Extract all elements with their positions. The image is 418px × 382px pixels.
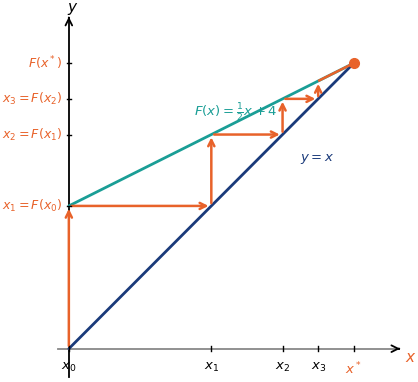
Text: $x_2$: $x_2$ [275, 361, 290, 374]
Text: $x_3 = F(x_2)$: $x_3 = F(x_2)$ [2, 91, 62, 107]
Text: $F(x) = \frac{1}{2}x + 4$: $F(x) = \frac{1}{2}x + 4$ [194, 102, 277, 124]
Text: $x_3$: $x_3$ [311, 361, 326, 374]
Text: $x_1$: $x_1$ [204, 361, 219, 374]
Text: $x^*$: $x^*$ [345, 361, 362, 378]
Text: $x_2 = F(x_1)$: $x_2 = F(x_1)$ [2, 126, 62, 142]
Text: $F(x^*)$: $F(x^*)$ [28, 54, 62, 72]
Text: $\mathit{y}$: $\mathit{y}$ [67, 1, 79, 17]
Text: $x_1 = F(x_0)$: $x_1 = F(x_0)$ [2, 198, 62, 214]
Text: $\mathit{x}$: $\mathit{x}$ [405, 350, 417, 365]
Text: $x_0$: $x_0$ [61, 361, 76, 374]
Text: $y = x$: $y = x$ [301, 152, 335, 167]
